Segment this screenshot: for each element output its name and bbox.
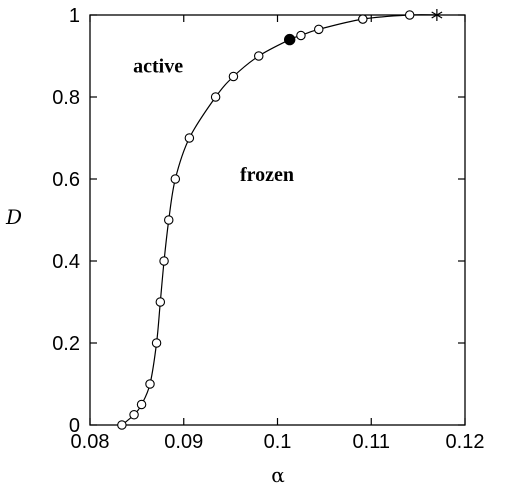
data-point-open	[136, 399, 147, 410]
data-point-open	[129, 409, 139, 420]
x-axis-label: α	[271, 463, 285, 487]
data-point-open	[296, 30, 306, 41]
data-point-open	[151, 338, 162, 348]
y-tick-label: 0.4	[52, 251, 80, 273]
x-tick-label: 0.1	[264, 431, 292, 453]
data-point-open	[145, 379, 155, 389]
data-point-open	[358, 14, 368, 24]
y-tick-label: 0.8	[52, 87, 80, 109]
data-point-open	[184, 133, 195, 143]
data-point-open	[164, 215, 174, 225]
y-axis-label: D	[5, 205, 22, 229]
data-points	[117, 9, 443, 430]
data-point-open	[155, 297, 166, 307]
axis-ticks	[89, 14, 466, 426]
data-point-open	[313, 24, 324, 35]
data-point-star	[431, 9, 443, 21]
y-tick-label: 0	[69, 415, 80, 437]
y-tick-label: 1	[69, 5, 80, 27]
data-point-open	[228, 71, 239, 82]
region-label-active: active	[133, 55, 183, 77]
data-point-open	[117, 420, 127, 430]
data-point-open	[170, 174, 181, 184]
x-tick-label: 0.12	[446, 431, 485, 453]
y-tick-label: 0.6	[52, 169, 80, 191]
x-tick-label: 0.09	[164, 431, 203, 453]
y-tick-label: 0.2	[52, 333, 80, 355]
data-point-open	[210, 92, 221, 102]
data-point-open	[404, 10, 415, 20]
axis-tick-labels: 0.08 0.09 0.1 0.11 0.12 0 0.2 0.4 0.6 0.8 1	[52, 5, 484, 453]
region-label-frozen: frozen	[240, 164, 294, 186]
x-tick-label: 0.11	[353, 431, 390, 453]
x-tick-label: 0.08	[71, 431, 110, 453]
region-labels: active frozen	[133, 55, 294, 186]
data-point-filled	[283, 33, 296, 46]
data-point-open	[254, 51, 264, 61]
data-point-open	[159, 256, 169, 266]
